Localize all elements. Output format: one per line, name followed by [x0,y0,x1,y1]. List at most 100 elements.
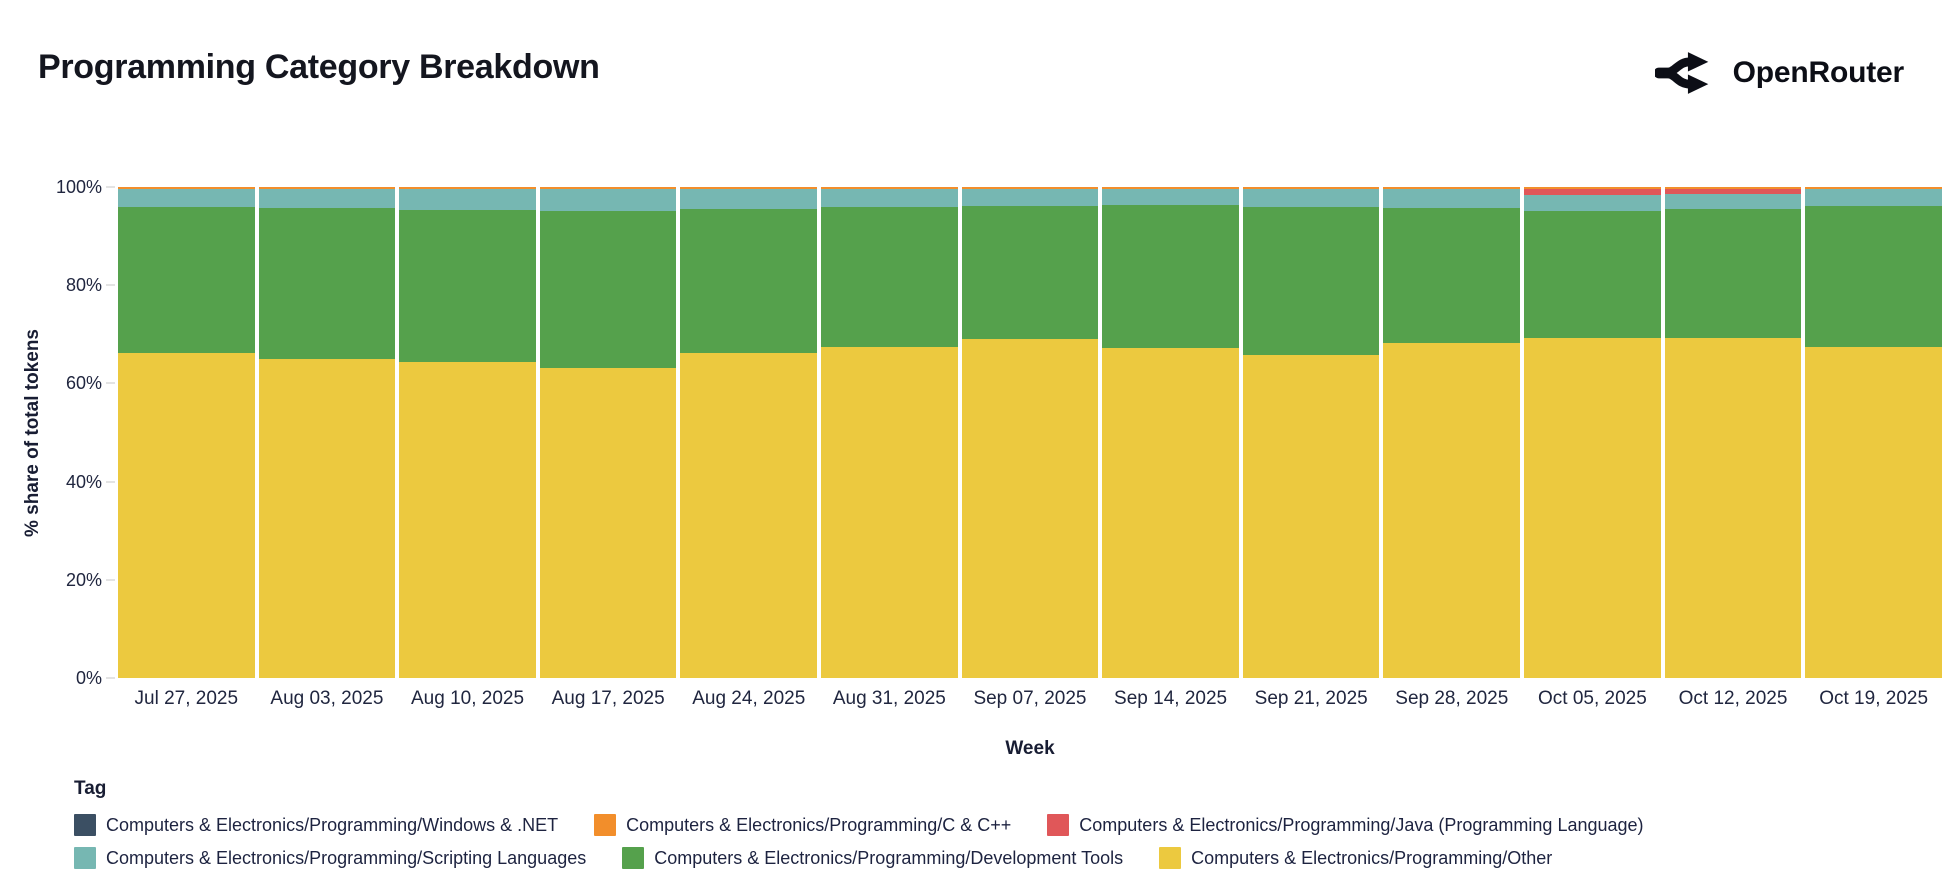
bar-segment-other[interactable] [961,339,1099,678]
bar-segment-c_cpp[interactable] [1383,187,1521,190]
bar-segment-c_cpp[interactable] [539,187,677,190]
bar-segment-java[interactable] [1524,189,1661,196]
bar-segment-scripting[interactable] [821,189,958,208]
bar-segment-other[interactable] [1524,338,1661,678]
legend-item-label: Computers & Electronics/Programming/Scri… [106,847,587,868]
x-tick-label: Oct 05, 2025 [1538,688,1647,709]
bar-segment-c_cpp[interactable] [680,187,818,190]
legend-row: Computers & Electronics/Programming/Wind… [74,814,1884,836]
bar-segment-other[interactable] [539,368,677,678]
bar-segment-dev_tools[interactable] [118,207,255,353]
legend: Tag Computers & Electronics/Programming/… [74,778,1884,869]
y-tick-mark [106,186,115,188]
bar-segment-scripting[interactable] [118,189,255,208]
x-tick-label: Aug 03, 2025 [270,688,384,709]
legend-item-scripting[interactable]: Computers & Electronics/Programming/Scri… [74,847,586,869]
bar-segment-c_cpp[interactable] [1805,187,1942,190]
bar-segment-c_cpp[interactable] [399,187,536,190]
bar-segment-scripting[interactable] [539,189,677,212]
legend-item-java[interactable]: Computers & Electronics/Programming/Java… [1047,814,1644,836]
bar-segment-c_cpp[interactable] [961,187,1099,190]
legend-item-label: Computers & Electronics/Programming/Java… [1079,814,1644,835]
bar-segment-scripting[interactable] [680,189,818,210]
bar-segment-other[interactable] [821,347,958,678]
bar-segment-dev_tools[interactable] [1664,209,1802,339]
legend-item-windows_net[interactable]: Computers & Electronics/Programming/Wind… [74,814,558,836]
bar-segment-scripting[interactable] [258,189,396,209]
y-axis-title: % share of total tokens [22,328,43,537]
bar-week-13 [1805,187,1942,678]
x-tick-label: Aug 17, 2025 [551,688,665,709]
openrouter-brand[interactable]: OpenRouter [1654,42,1905,104]
bar-segment-c_cpp[interactable] [118,187,255,190]
bar-week-7 [961,187,1099,678]
bar-segment-other[interactable] [1102,347,1239,678]
bar-segment-dev_tools[interactable] [1383,208,1521,343]
y-tick-mark [106,480,115,483]
bar-segment-scripting[interactable] [1524,195,1661,212]
brand-name: OpenRouter [1732,56,1905,89]
plot-area [118,187,1942,678]
y-tick-label: 60% [65,373,102,394]
x-tick-label: Oct 12, 2025 [1678,688,1788,709]
bar-week-12 [1664,187,1802,678]
bar-segment-dev_tools[interactable] [1242,207,1380,356]
legend-item-c_cpp[interactable]: Computers & Electronics/Programming/C & … [594,814,1011,836]
y-tick-label: 40% [65,471,102,492]
x-axis: Jul 27, 2025 Aug 03, 2025 Aug 10, 2025 Aug … [118,688,1942,710]
bar-segment-other[interactable] [399,361,536,678]
bar-segment-dev_tools[interactable] [821,207,958,348]
bar-segment-c_cpp[interactable] [1664,187,1802,190]
bar-segment-c_cpp[interactable] [821,187,958,190]
bar-week-1 [118,187,255,678]
bar-segment-other[interactable] [1664,338,1802,678]
x-tick-label: Sep 14, 2025 [1114,688,1228,709]
bar-segment-other[interactable] [680,352,818,678]
bar-segment-other[interactable] [1383,342,1521,678]
bar-segment-scripting[interactable] [1242,189,1380,208]
other-swatch-icon [1159,847,1182,869]
bar-segment-java[interactable] [1664,189,1802,195]
bar-segment-dev_tools[interactable] [539,211,677,369]
bar-segment-c_cpp[interactable] [258,187,396,190]
bar-segment-other[interactable] [1242,355,1380,678]
x-tick-label: Aug 31, 2025 [832,688,946,709]
bar-segment-dev_tools[interactable] [258,208,396,359]
legend-row: Computers & Electronics/Programming/Scri… [74,847,1884,869]
y-tick-label: 100% [55,177,102,197]
legend-item-label: Computers & Electronics/Programming/Deve… [654,847,1124,868]
bar-segment-dev_tools[interactable] [961,206,1099,340]
bar-week-4 [539,187,677,678]
bar-segment-scripting[interactable] [1805,189,1942,207]
y-tick-label: 0% [75,668,102,688]
bar-segment-other[interactable] [1805,346,1942,678]
legend-item-dev_tools[interactable]: Computers & Electronics/Programming/Deve… [622,847,1123,869]
x-tick-label: Oct 19, 2025 [1819,688,1929,709]
legend-item-other[interactable]: Computers & Electronics/Programming/Othe… [1159,847,1552,869]
bar-segment-scripting[interactable] [961,189,1099,207]
page-title: Programming Category Breakdown [38,48,600,86]
bar-week-5 [680,187,818,678]
bar-segment-scripting[interactable] [1664,194,1802,210]
legend-rows: Computers & Electronics/Programming/Wind… [74,814,1884,869]
bar-segment-c_cpp[interactable] [1242,187,1380,190]
x-tick-label: Jul 27, 2025 [134,688,239,709]
bar-segment-scripting[interactable] [1383,189,1521,209]
bar-segment-dev_tools[interactable] [1524,211,1661,339]
bar-segment-c_cpp[interactable] [1524,187,1661,190]
bar-segment-dev_tools[interactable] [1102,205,1239,348]
bar-week-2 [258,187,396,678]
bar-segment-dev_tools[interactable] [680,209,818,353]
bar-segment-other[interactable] [118,352,255,678]
bar-segment-other[interactable] [258,358,396,678]
bar-segment-scripting[interactable] [1102,189,1239,206]
bar-segment-scripting[interactable] [399,189,536,211]
bar-segment-c_cpp[interactable] [1102,187,1239,190]
bar-segment-dev_tools[interactable] [1805,206,1942,347]
java-swatch-icon [1047,814,1070,836]
y-tick-mark [106,284,115,287]
bar-segment-dev_tools[interactable] [399,210,536,362]
bar-week-3 [399,187,536,678]
legend-item-label: Computers & Electronics/Programming/Wind… [106,814,559,835]
